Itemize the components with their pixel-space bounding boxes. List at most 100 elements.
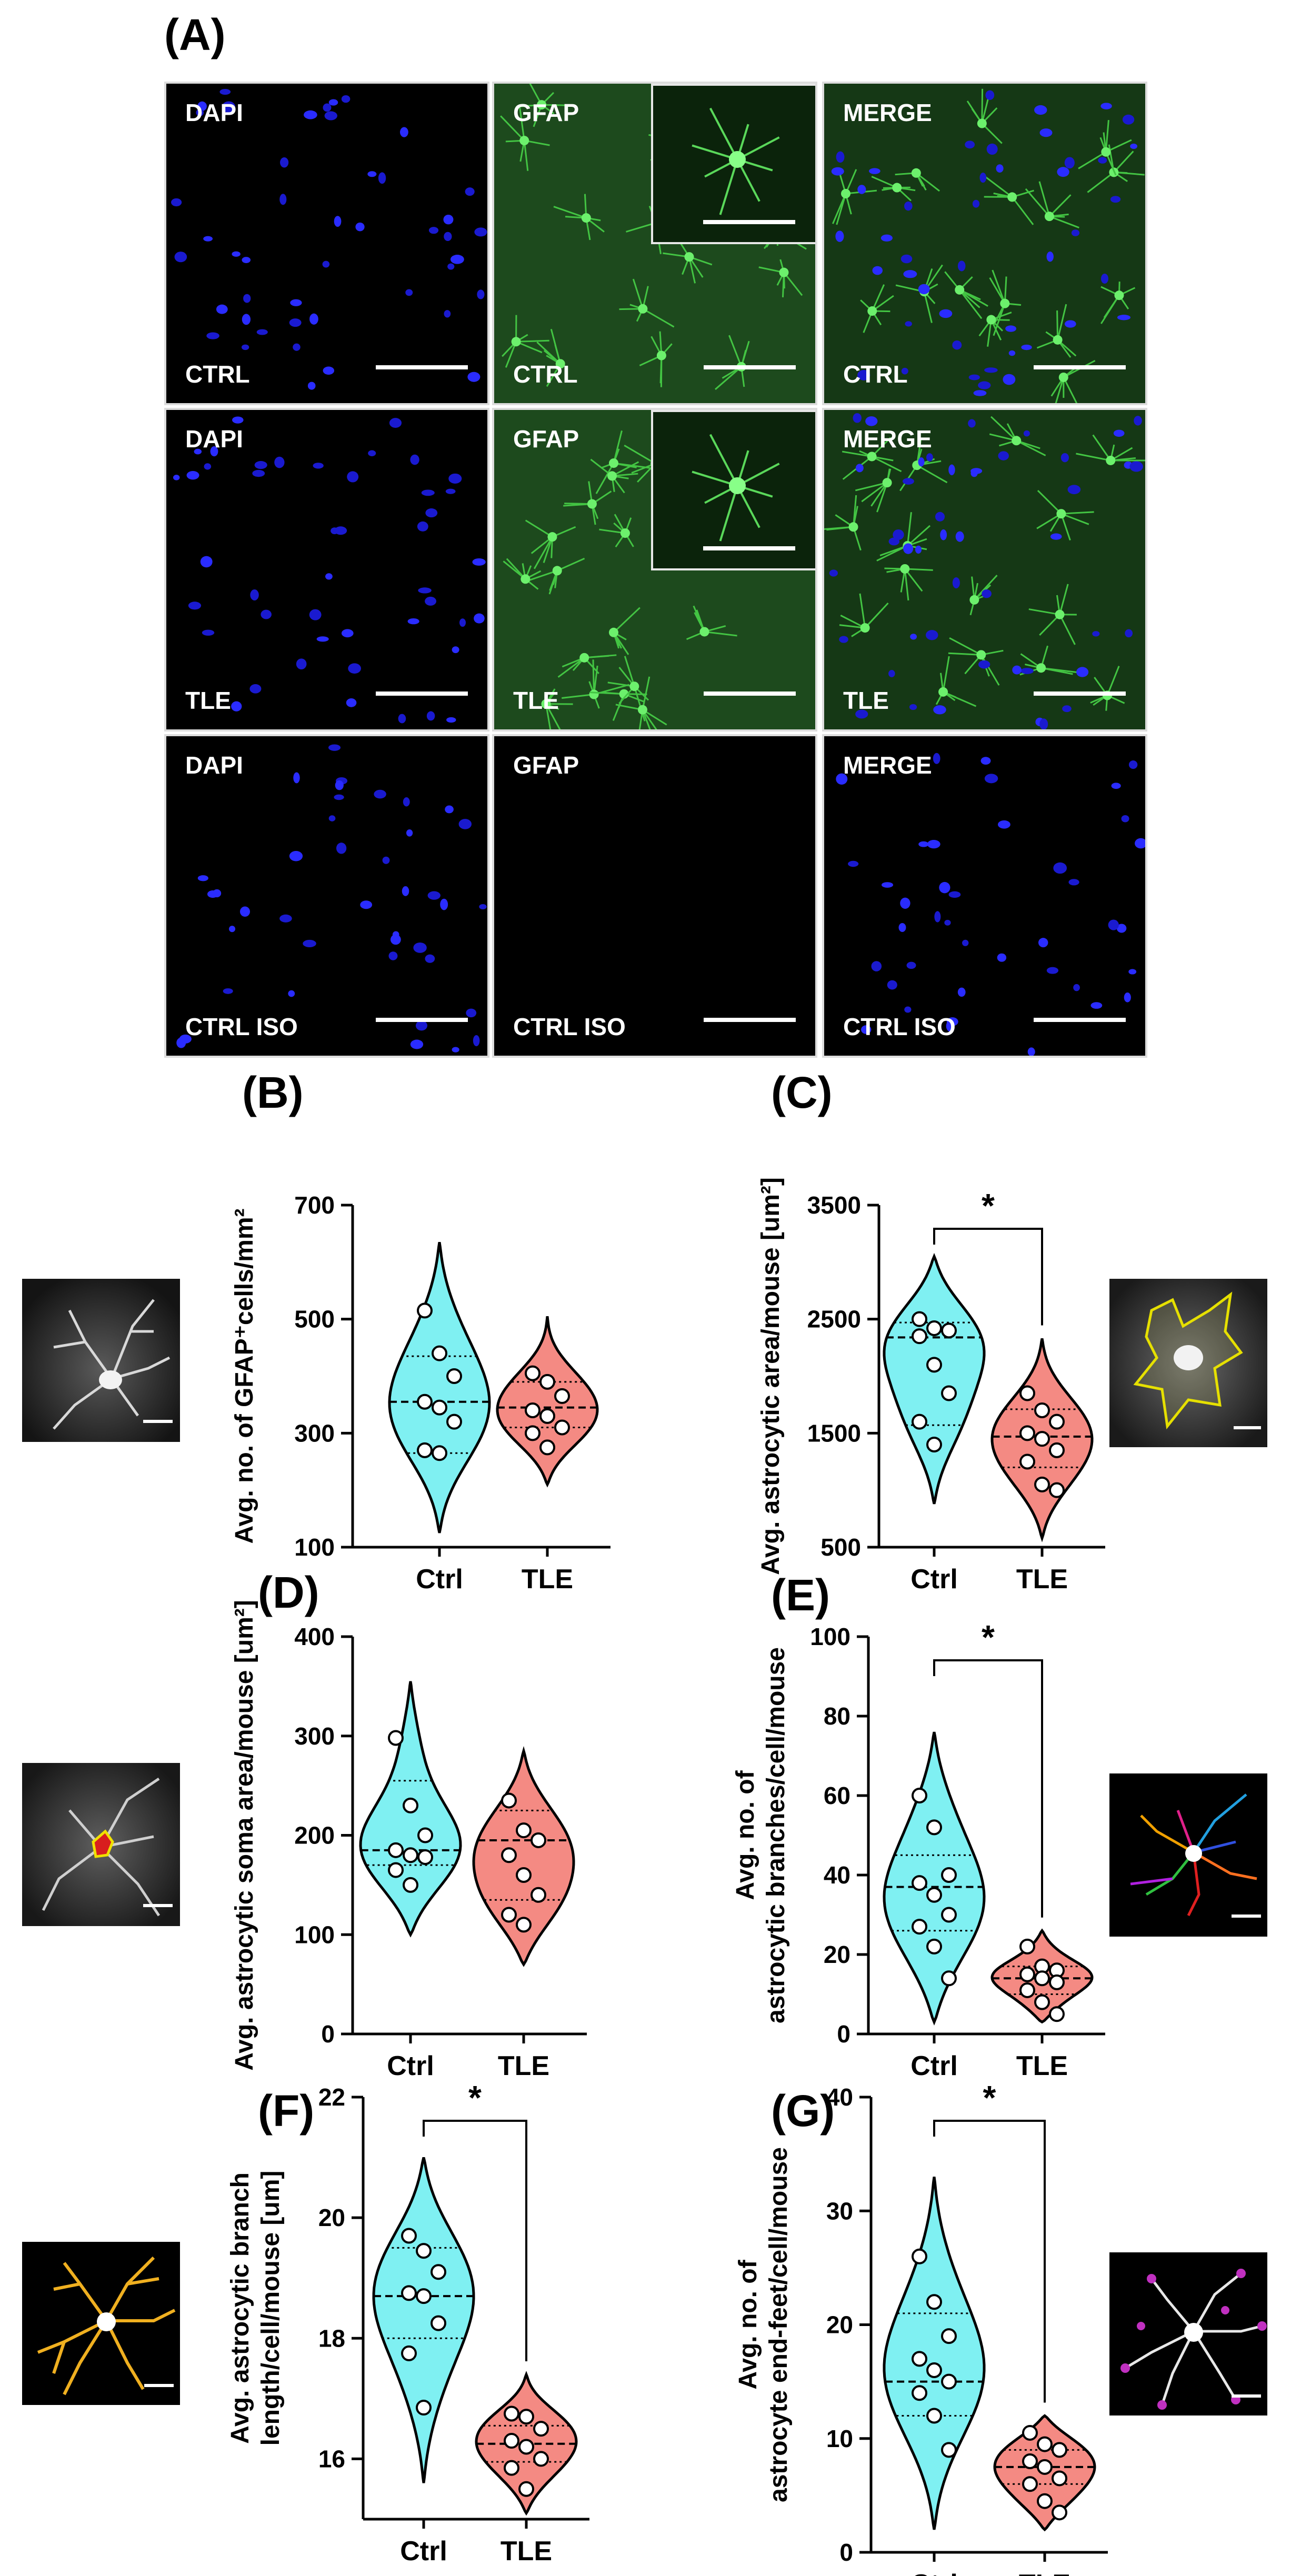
stain-label: DAPI xyxy=(185,99,243,126)
x-category-label: Ctrl xyxy=(387,2051,434,2081)
data-point xyxy=(403,1797,418,1813)
micrograph-image xyxy=(171,89,487,390)
data-point xyxy=(926,1320,942,1336)
data-point xyxy=(431,2264,446,2280)
y-tick-label: 0 xyxy=(839,2539,853,2566)
violin-ctrl xyxy=(883,2177,986,2530)
data-point xyxy=(432,1345,447,1361)
y-tick-label: 20 xyxy=(318,2204,345,2231)
data-point xyxy=(533,2451,549,2467)
y-tick-label: 20 xyxy=(824,1941,850,1968)
panel-label: (B) xyxy=(242,1068,304,1117)
data-point xyxy=(1019,1425,1035,1441)
data-point xyxy=(525,1425,541,1441)
chart-b: (B) 100 300 500 700 Avg. no. of GFAP⁺cells/mm… xyxy=(231,1068,611,1595)
y-tick-label: 400 xyxy=(294,1623,335,1650)
data-point xyxy=(1019,1938,1035,1954)
condition-label: CTRL ISO xyxy=(185,1013,298,1040)
x-category-label: TLE xyxy=(1019,2569,1070,2576)
data-point xyxy=(518,2439,534,2455)
y-tick-label: 1500 xyxy=(807,1419,861,1447)
data-point xyxy=(926,1819,942,1836)
stain-label: DAPI xyxy=(185,425,243,453)
scale-bar xyxy=(704,365,796,369)
scale-bar xyxy=(376,691,468,696)
data-point xyxy=(401,2345,417,2361)
data-point xyxy=(446,1414,462,1430)
violin-tle xyxy=(475,2371,578,2516)
micrograph-gfap-tle: GFAP TLE xyxy=(492,408,817,731)
micrograph-image xyxy=(836,753,1145,1056)
panel-label: (F) xyxy=(258,2086,314,2136)
thumb-c-image xyxy=(1109,1279,1267,1447)
significance-bracket xyxy=(933,2120,1046,2403)
condition-label: CTRL xyxy=(185,360,250,388)
data-point xyxy=(1037,2493,1053,2509)
data-point xyxy=(518,2409,534,2425)
data-point xyxy=(501,1847,517,1863)
chart-f: (F) 16 18 20 22 Avg. astrocytic branch length/… xyxy=(226,2079,589,2567)
data-point xyxy=(1019,1966,1035,1982)
data-point xyxy=(912,1311,927,1327)
micrograph-image xyxy=(176,744,487,1053)
micrograph-merge-ctrl-iso: MERGE CTRL ISO xyxy=(822,734,1147,1058)
data-point xyxy=(1034,1402,1050,1418)
gfap-inset-zoom xyxy=(651,410,815,570)
data-point xyxy=(1049,2006,1065,2022)
inset-image xyxy=(692,107,795,224)
data-point xyxy=(926,1357,942,1373)
data-point xyxy=(403,1847,418,1863)
y-tick-label: 0 xyxy=(837,2020,850,2048)
data-point xyxy=(431,2315,446,2331)
thumb-astrocyte-branches xyxy=(1109,1773,1267,1937)
y-tick-label: 200 xyxy=(294,1822,335,1849)
micrograph-merge-ctrl: MERGE CTRL xyxy=(822,82,1147,405)
condition-label: TLE xyxy=(843,687,889,714)
data-point xyxy=(1019,1982,1035,1998)
data-point xyxy=(1022,2476,1038,2492)
data-point xyxy=(416,2288,432,2304)
data-point xyxy=(926,2408,942,2424)
data-point xyxy=(401,2228,417,2244)
data-point xyxy=(912,1414,927,1430)
significance-star: * xyxy=(983,2079,996,2117)
data-point xyxy=(912,1919,927,1935)
y-tick-label: 22 xyxy=(318,2083,345,2111)
data-point xyxy=(417,1442,433,1458)
data-point xyxy=(941,2328,957,2344)
thumb-astrocyte-area xyxy=(1109,1279,1267,1447)
x-category-label: Ctrl xyxy=(910,2569,958,2576)
data-point xyxy=(941,1907,957,1923)
data-point xyxy=(1034,1970,1050,1987)
data-point xyxy=(446,1368,462,1384)
data-point xyxy=(1022,2424,1038,2441)
data-point xyxy=(926,2362,942,2378)
data-point xyxy=(926,1887,942,1903)
data-point xyxy=(525,1365,541,1381)
data-point xyxy=(941,2442,957,2458)
chart-e: (E) 0 20 40 60 80 100 Avg. no. of astrocytic bra… xyxy=(732,1570,1105,2081)
data-point xyxy=(533,2421,549,2437)
data-point xyxy=(432,1399,447,1416)
data-point xyxy=(912,2385,927,2401)
data-point xyxy=(501,1907,517,1923)
data-point xyxy=(501,1792,517,1809)
data-point xyxy=(926,1437,942,1452)
gfap-inset-zoom xyxy=(651,84,815,244)
data-point xyxy=(525,1402,541,1418)
significance-bracket xyxy=(423,2120,527,2362)
thumb-e-image xyxy=(1109,1773,1267,1937)
data-point xyxy=(1019,1454,1035,1470)
data-point xyxy=(504,2460,519,2476)
chart-g: (G) 0 10 20 30 40 Avg. no. of astrocyte end-fee… xyxy=(734,2079,1108,2576)
y-axis-label: Avg. astrocytic branch length/cell/mouse … xyxy=(226,2171,285,2446)
data-point xyxy=(504,2405,519,2422)
stain-label: MERGE xyxy=(843,751,932,779)
condition-label: CTRL xyxy=(843,360,908,388)
thumb-astrocyte-gfap xyxy=(22,1279,180,1442)
data-point xyxy=(1052,2442,1067,2458)
scale-bar xyxy=(1034,1018,1126,1022)
stain-label: MERGE xyxy=(843,99,932,126)
thumb-b-image xyxy=(22,1279,180,1442)
y-tick-label: 3500 xyxy=(807,1191,861,1219)
